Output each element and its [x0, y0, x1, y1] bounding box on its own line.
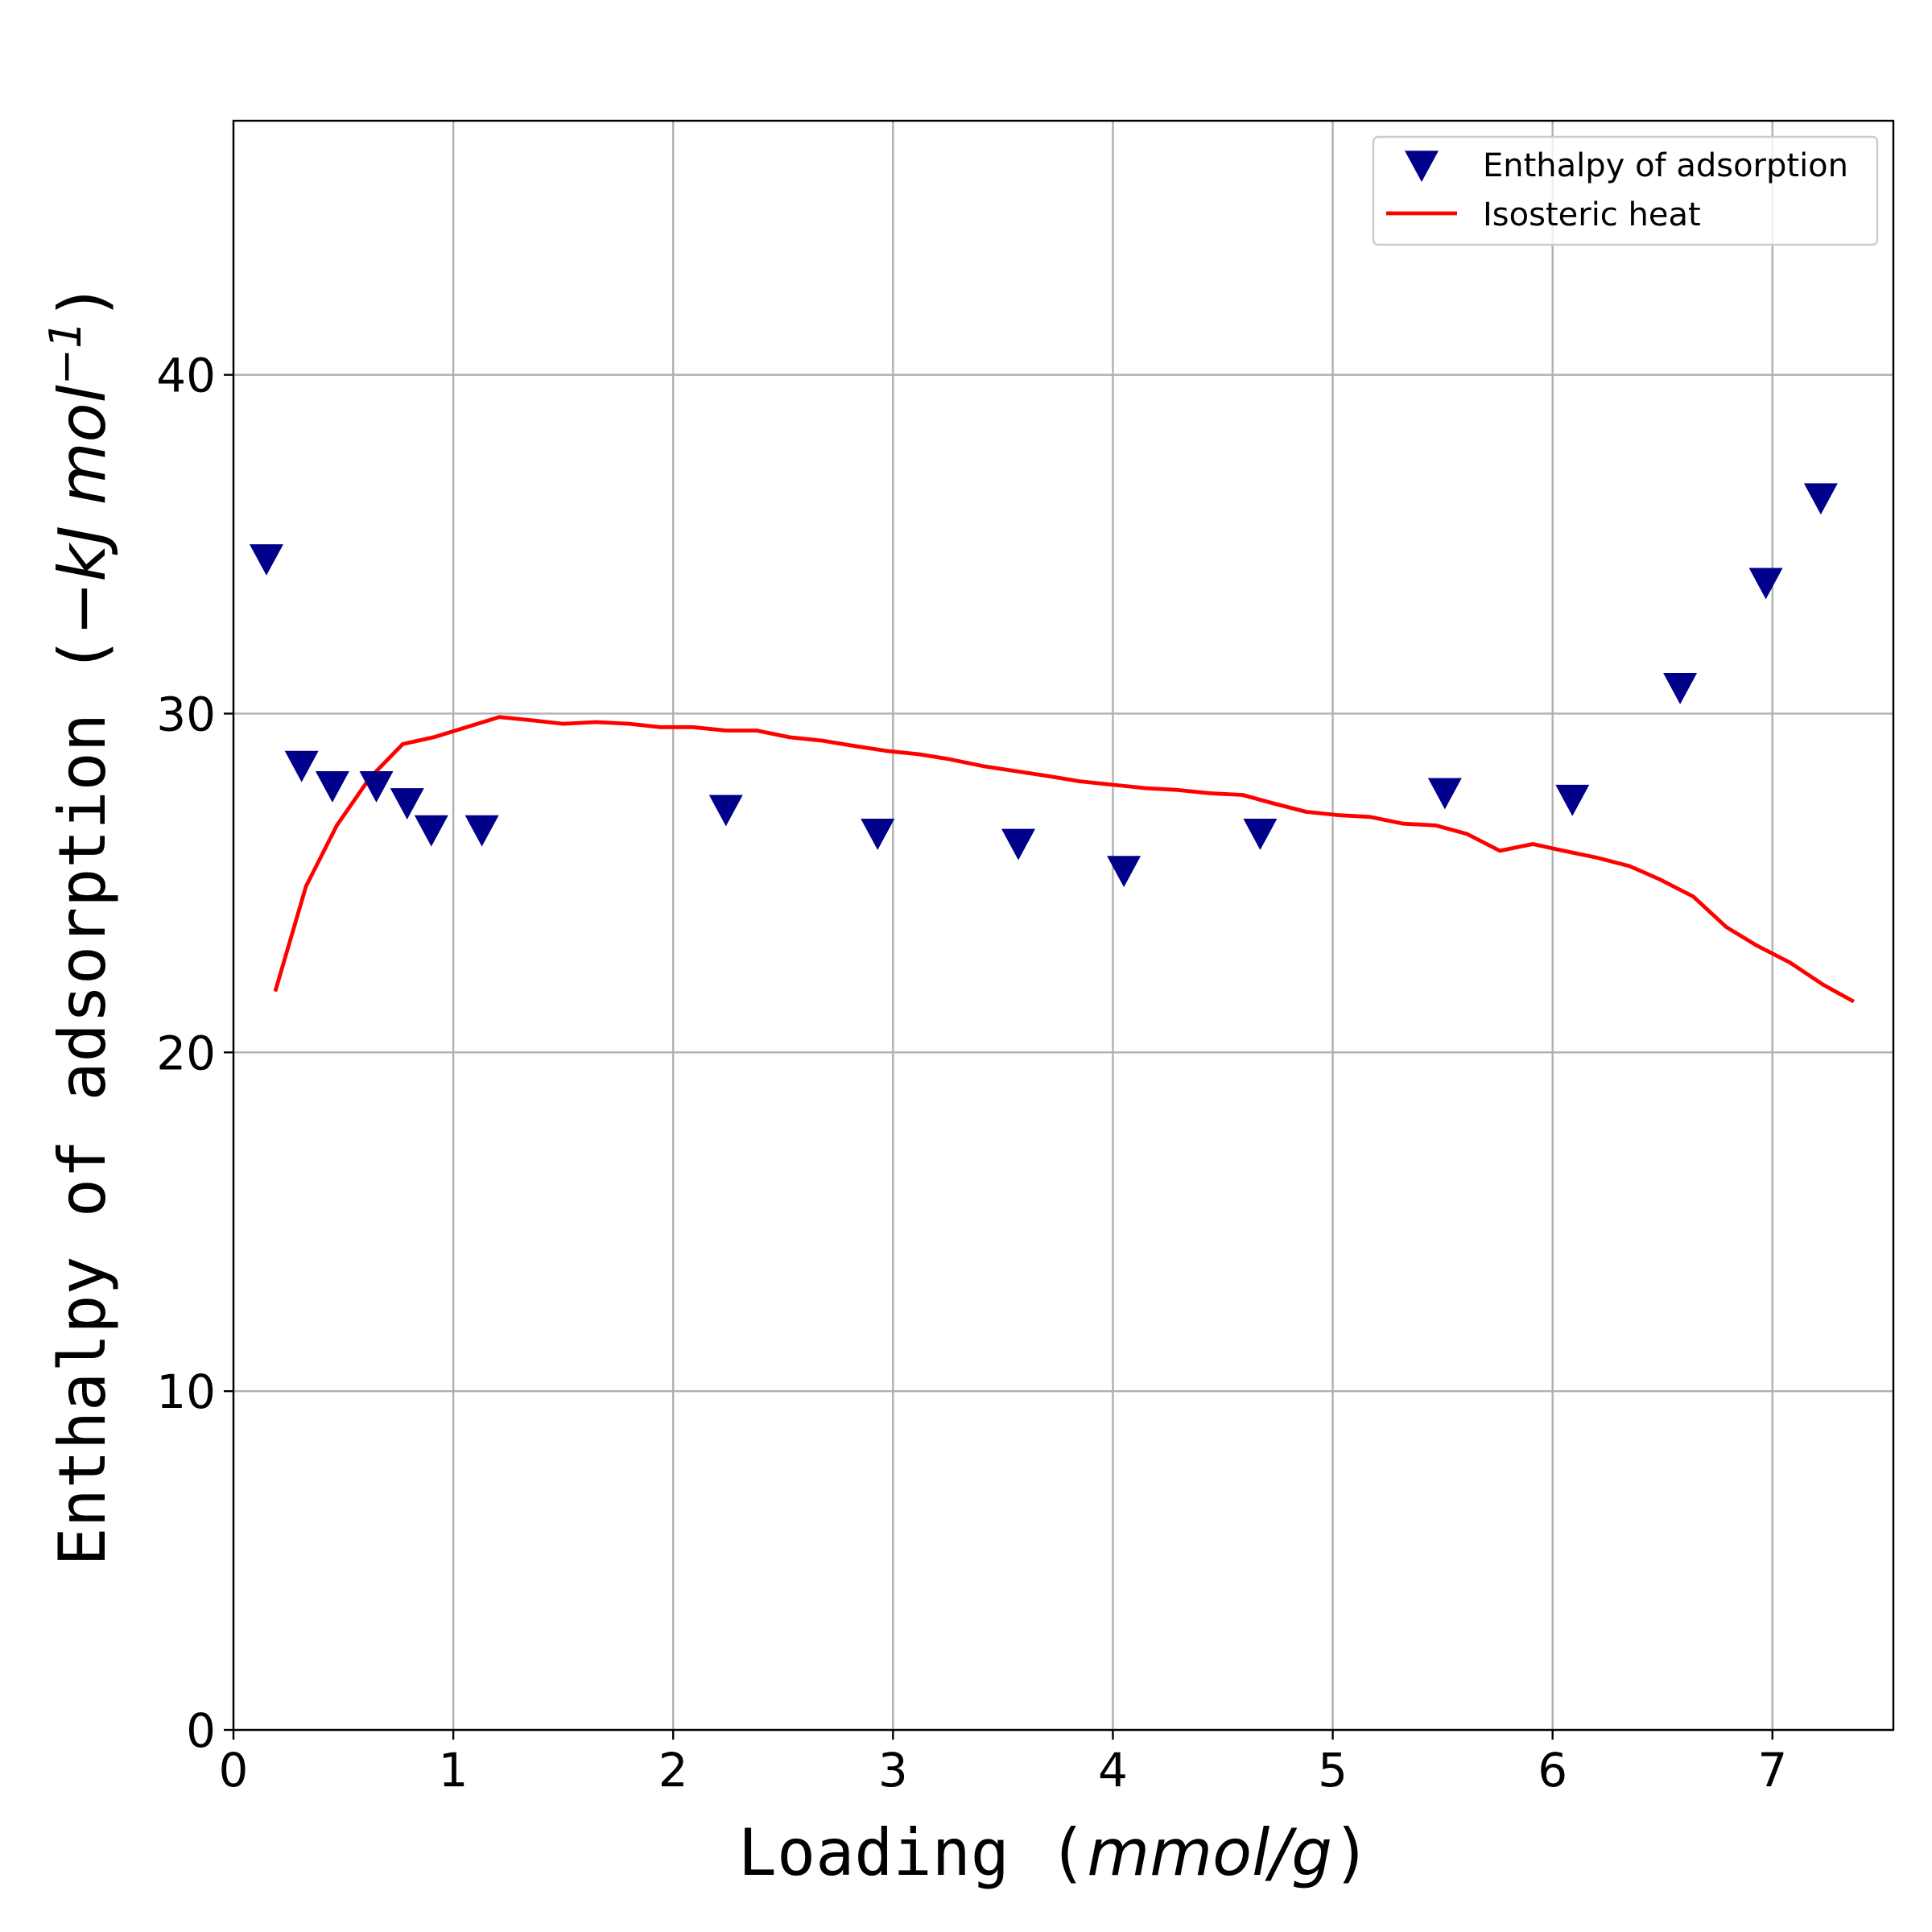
data-point-enthalpy	[390, 788, 424, 819]
x-axis-label: Loading (mmol/g)	[738, 1815, 1371, 1890]
data-point-enthalpy	[359, 771, 394, 803]
y-axis-label-close: )	[45, 282, 120, 320]
x-tick-label: 4	[1098, 1743, 1128, 1798]
y-tick-label: 40	[156, 349, 216, 403]
y-tick-label: 10	[156, 1364, 216, 1419]
y-tick-label: 0	[186, 1703, 216, 1758]
legend-marker-enthalpy	[1405, 151, 1439, 183]
plot-frame	[232, 119, 1895, 1732]
y-tick-label: 20	[156, 1026, 216, 1080]
data-point-enthalpy	[1243, 818, 1278, 850]
data-point-enthalpy	[249, 544, 283, 576]
data-point-enthalpy	[414, 815, 448, 847]
data-point-enthalpy	[1001, 828, 1036, 861]
x-tick-label: 5	[1318, 1743, 1348, 1798]
x-tick-label: 3	[878, 1743, 908, 1798]
y-axis-label: Enthalpy of adsorption (−kJ mol−1)	[40, 282, 120, 1566]
y-axis-label-text: Enthalpy of adsorption (	[45, 636, 120, 1567]
series-line-isosteric-heat	[273, 715, 1855, 1004]
x-tick-label: 7	[1757, 1743, 1787, 1798]
data-point-enthalpy	[284, 750, 319, 782]
legend-box	[1372, 135, 1879, 246]
grid-lines	[232, 121, 1893, 1732]
legend-label-enthalpy: Enthalpy of adsorption	[1483, 147, 1848, 184]
x-axis-label-close: )	[1332, 1815, 1371, 1890]
x-axis-label-text: Loading (	[738, 1815, 1087, 1890]
legend-label-isosteric: Isosteric heat	[1483, 196, 1701, 233]
data-point-enthalpy	[861, 818, 895, 850]
y-tick-label: 30	[156, 687, 216, 741]
axis-ticks: 0 1 2 3 4 5 6 7 0 10 20 30 40	[156, 349, 1787, 1798]
x-tick-label: 1	[439, 1743, 469, 1798]
y-axis-label-sup: −1	[40, 321, 91, 386]
legend: Enthalpy of adsorption Isosteric heat	[1372, 135, 1879, 246]
x-tick-label: 2	[658, 1743, 688, 1798]
data-point-enthalpy	[1663, 673, 1698, 704]
data-point-enthalpy	[1427, 778, 1462, 810]
x-tick-label: 6	[1538, 1743, 1567, 1798]
y-axis-label-unit: −kJ mol	[45, 385, 120, 635]
data-point-enthalpy	[315, 771, 349, 803]
x-axis-label-unit: mmol/g	[1087, 1815, 1332, 1890]
data-point-enthalpy	[1107, 856, 1141, 888]
data-point-enthalpy	[464, 815, 499, 847]
data-point-enthalpy	[1555, 784, 1590, 816]
x-tick-label: 0	[219, 1743, 249, 1798]
scatter-series-layer	[249, 483, 1838, 888]
line-series-layer	[273, 715, 1855, 1004]
data-point-enthalpy	[708, 795, 743, 827]
data-point-enthalpy	[1803, 483, 1838, 515]
data-point-enthalpy	[1748, 568, 1783, 600]
